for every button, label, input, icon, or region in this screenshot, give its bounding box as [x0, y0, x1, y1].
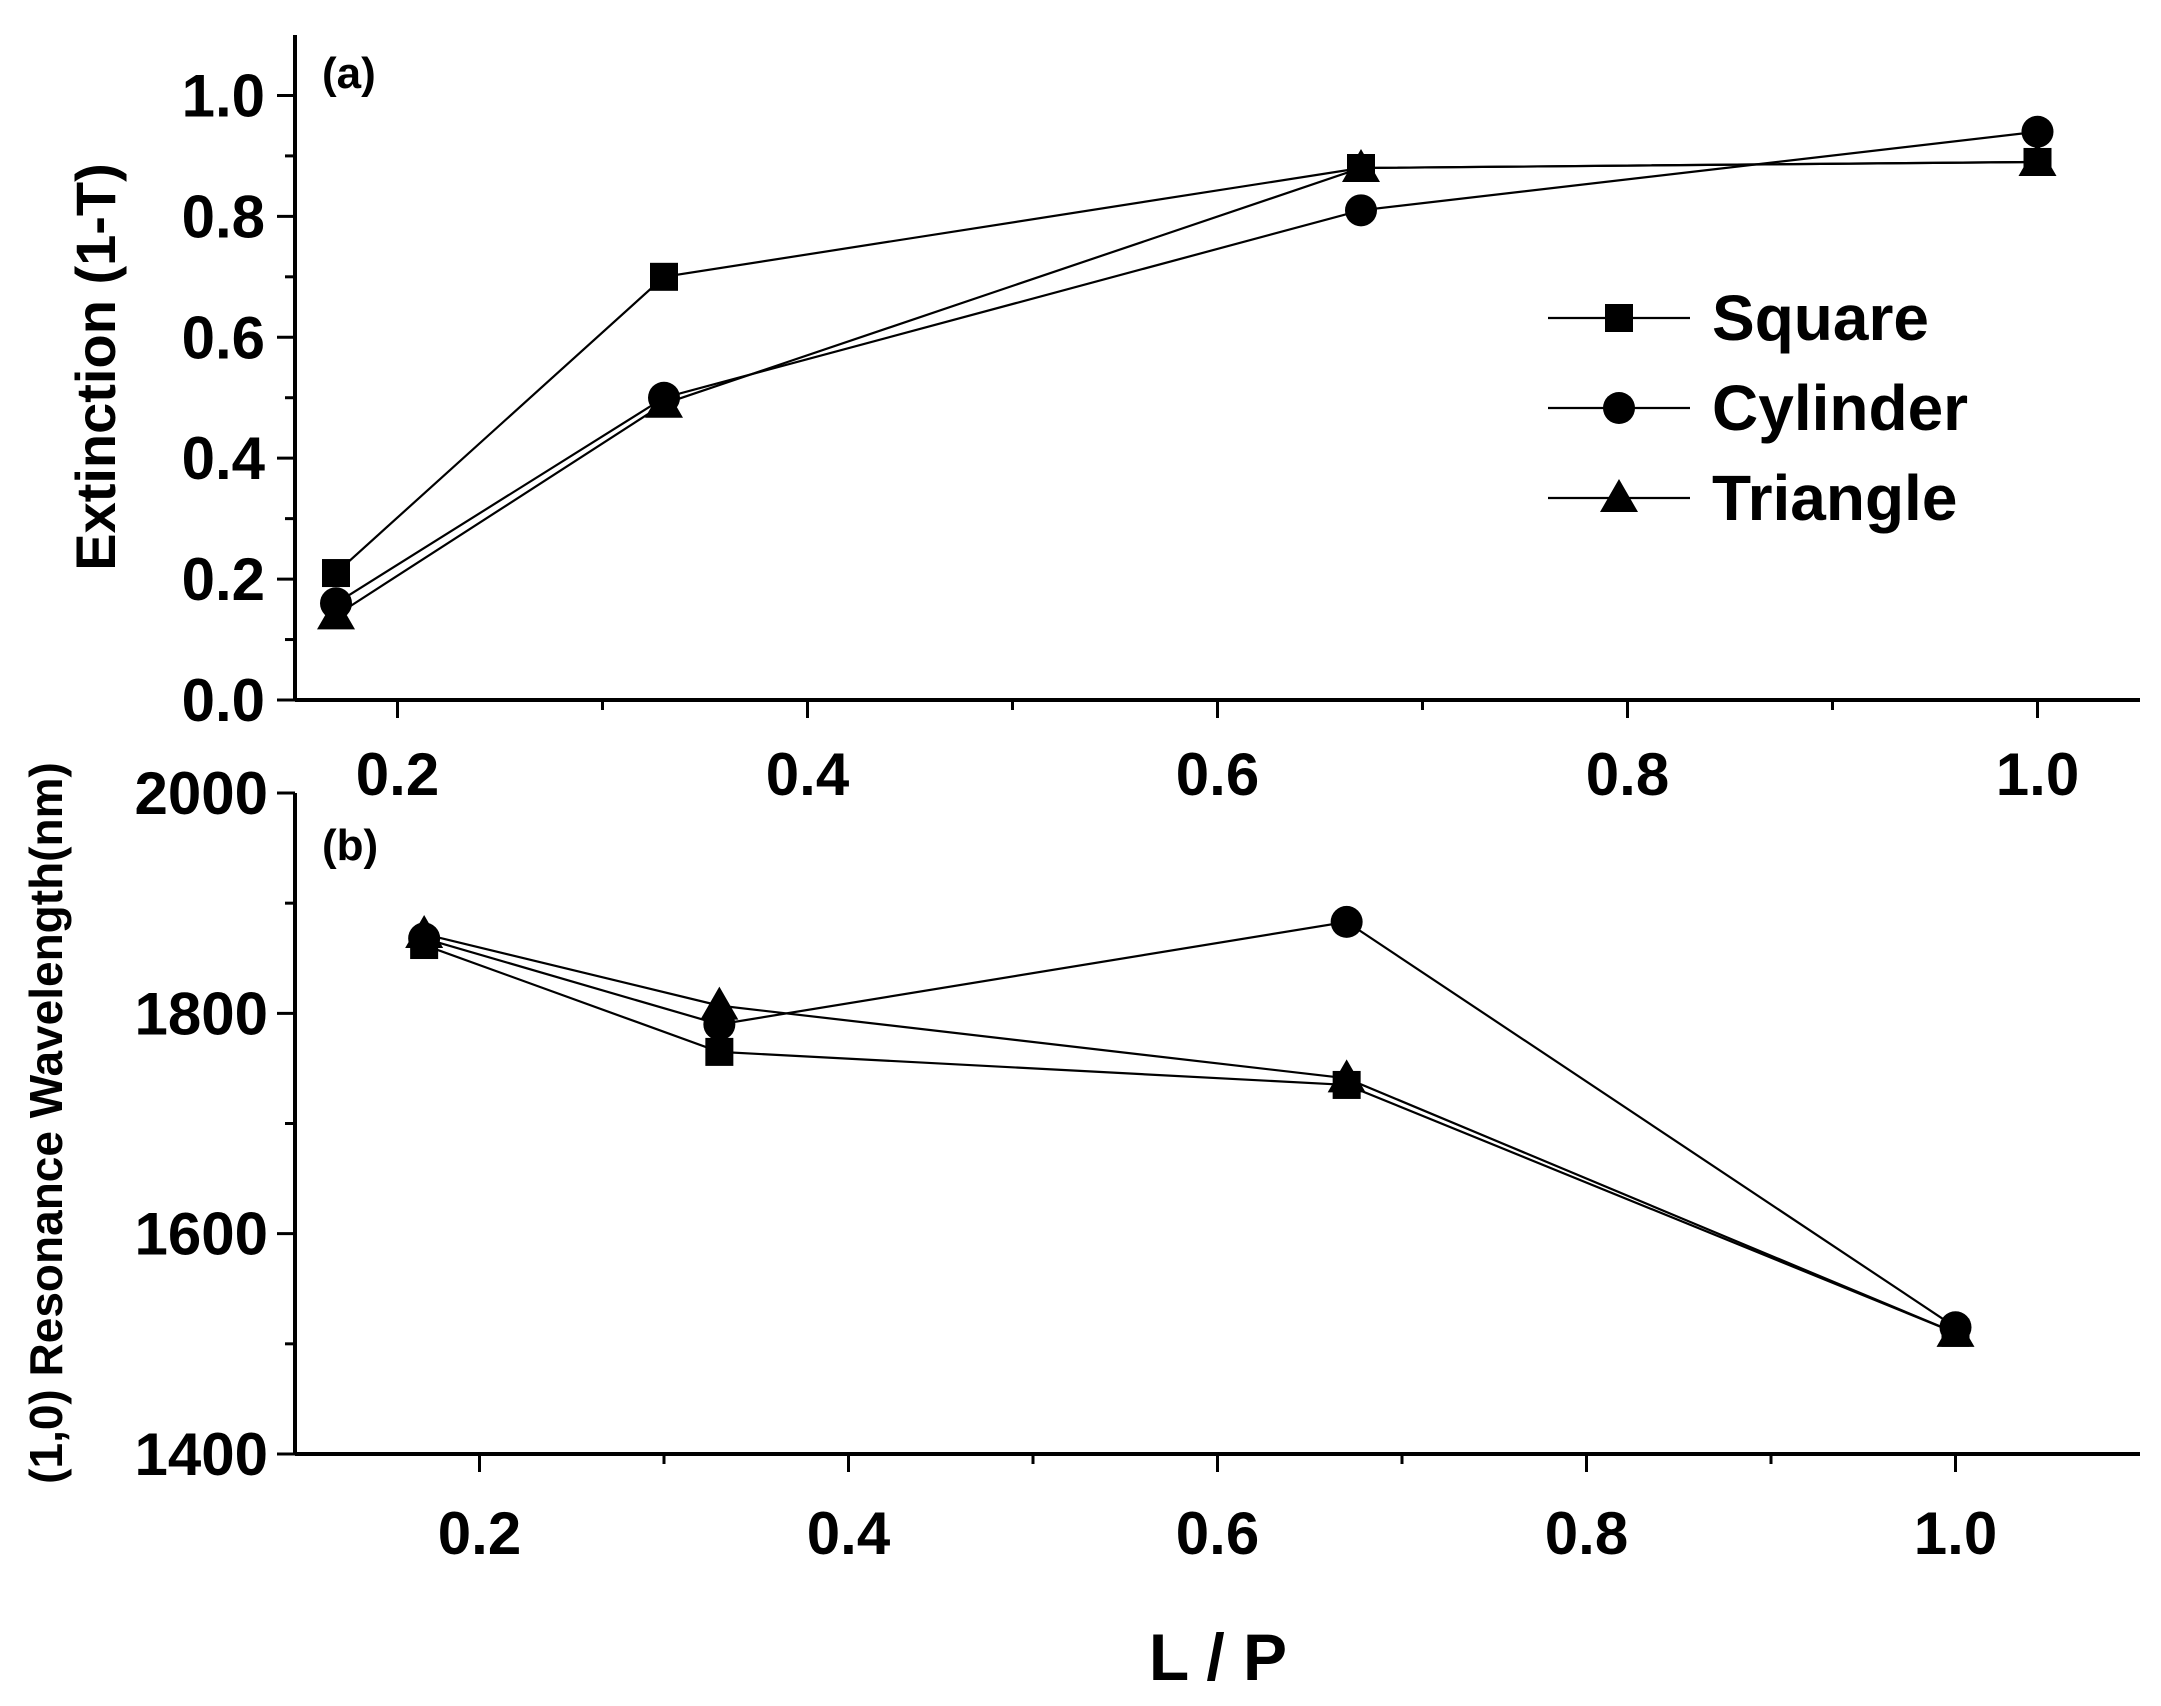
legend-entry-triangle: Triangle [1548, 462, 1957, 534]
legend-triangle-label: Triangle [1712, 462, 1957, 534]
triangle-series-line [335, 160, 2038, 617]
panel-b-axes: 0.2 0.4 0.6 0.8 1.0 1400 1600 1800 2000 [135, 760, 2140, 1567]
triangle-data-point [317, 596, 355, 630]
x-tick-label: 1.0 [1914, 1500, 1997, 1567]
triangle-data-point [1936, 1313, 1975, 1347]
square-series-line [423, 943, 1956, 1334]
x-tick-label: 0.4 [807, 1500, 891, 1567]
y-tick-label: 2000 [135, 760, 268, 827]
triangle-data-point [1342, 149, 1380, 182]
cylinder-data-point [2021, 115, 2054, 148]
y-tick-label: 0.4 [182, 425, 266, 492]
panel-b-label: (b) [322, 821, 378, 870]
y-tick-label: 1800 [135, 980, 268, 1047]
x-tick-label: 0.2 [356, 741, 439, 808]
triangle-data-point [645, 384, 683, 418]
y-tick-label: 0.6 [182, 304, 265, 371]
x-tick-label: 0.2 [438, 1500, 521, 1567]
x-tick-label: 0.8 [1545, 1500, 1628, 1567]
y-tick-label: 0.8 [182, 183, 265, 250]
x-tick-label: 0.6 [1176, 1500, 1259, 1567]
square-data-point [322, 559, 350, 588]
panel-a-series [317, 115, 2057, 630]
triangle-data-point [1327, 1059, 1366, 1093]
x-tick-label: 1.0 [1996, 741, 2079, 808]
x-tick-label: 0.6 [1176, 741, 1259, 808]
panel-b: 0.2 0.4 0.6 0.8 1.0 1400 1600 1800 2000 (b) (1,0… [20, 760, 2140, 1694]
legend-entry-square: Square [1548, 282, 1929, 354]
legend-triangle-marker [1600, 479, 1638, 512]
legend-square-label: Square [1712, 282, 1929, 354]
cylinder-series-line [335, 130, 2038, 605]
triangle-data-point [405, 915, 444, 949]
panel-a-label: (a) [322, 49, 376, 98]
square-data-point [705, 1037, 734, 1066]
triangle-series-line [423, 932, 1956, 1334]
panel-a-y-axis-title: Extinction (1-T) [64, 163, 127, 571]
panel-a-legend: Square Cylinder Triangle [1548, 282, 1968, 534]
y-tick-label: 0.2 [182, 546, 265, 613]
triangle-data-point [2018, 142, 2057, 176]
x-tick-label: 0.8 [1586, 741, 1669, 808]
triangle-data-point [700, 986, 739, 1020]
panel-b-y-axis-title: (1,0) Resonance Wavelength(nm) [20, 762, 72, 1484]
legend-square-marker [1605, 304, 1633, 332]
legend-cylinder-label: Cylinder [1712, 372, 1968, 444]
panel-a: 0.2 0.4 0.6 0.8 1.0 0.0 0.2 0.4 0.6 0.8 1.0 (a) Ex… [64, 35, 2140, 808]
y-tick-label: 1.0 [182, 62, 265, 129]
y-tick-label: 1400 [135, 1421, 268, 1488]
y-tick-label: 1600 [135, 1201, 268, 1268]
panel-b-series [405, 905, 1975, 1347]
legend-entry-cylinder: Cylinder [1548, 372, 1968, 444]
cylinder-data-point [1345, 194, 1377, 227]
cylinder-data-point [1330, 905, 1363, 938]
panel-a-axes: 0.2 0.4 0.6 0.8 1.0 0.0 0.2 0.4 0.6 0.8 1.0 [182, 35, 2140, 808]
cylinder-series-line [423, 920, 1957, 1329]
square-data-point [650, 262, 678, 291]
y-tick-label: 0.0 [182, 667, 265, 734]
panel-b-x-axis-title: L / P [1149, 1620, 1287, 1694]
x-tick-label: 0.4 [766, 741, 850, 808]
legend-cylinder-marker [1603, 392, 1635, 424]
